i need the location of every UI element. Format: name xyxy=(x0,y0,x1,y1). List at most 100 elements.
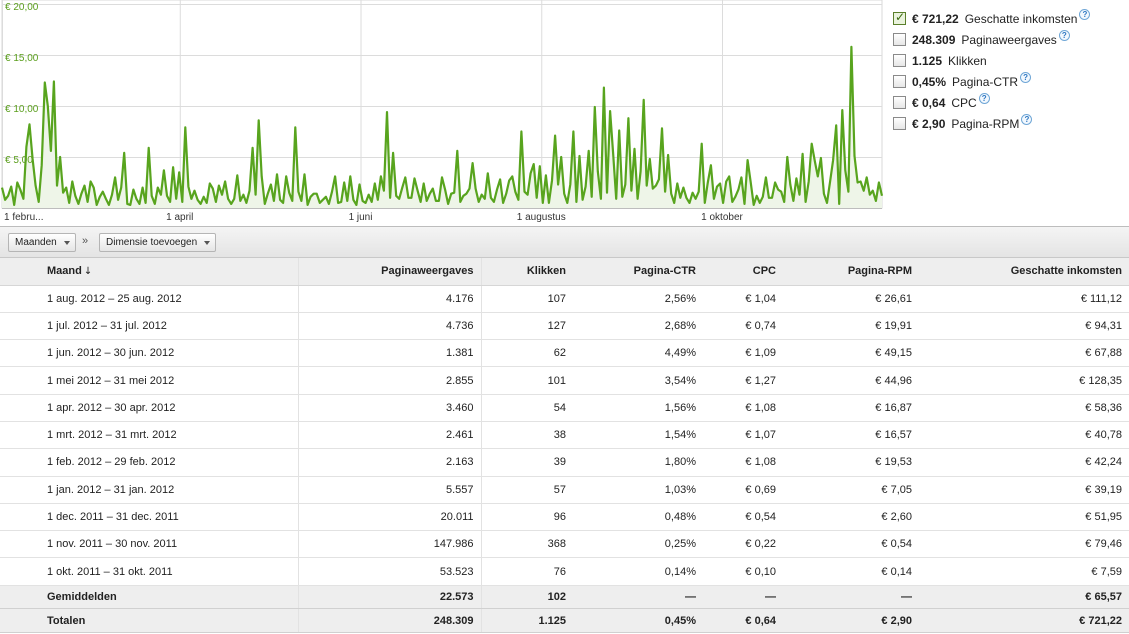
table-cell: 1 jan. 2012 – 31 jan. 2012 xyxy=(0,476,299,504)
metric-clicks[interactable]: 1.125 Klikken xyxy=(885,50,1129,71)
table-cell: — xyxy=(703,585,783,610)
table-cell: € 49,15 xyxy=(783,339,919,368)
table-cell: € 44,96 xyxy=(783,366,919,395)
table-cell: € 67,88 xyxy=(919,339,1129,368)
table-cell: € 94,31 xyxy=(919,312,1129,341)
period-dropdown[interactable]: Maanden xyxy=(8,233,76,252)
table-cell: 5.557 xyxy=(298,476,482,504)
table-cell: € 1,08 xyxy=(703,448,783,477)
table-cell: 1 aug. 2012 – 25 aug. 2012 xyxy=(0,285,299,313)
table-cell: 248.309 xyxy=(298,608,482,633)
column-header-page-ctr[interactable]: Pagina-CTR xyxy=(573,258,703,286)
table-row: 1 jul. 2012 – 31 jul. 2012 4.736 127 2,68% €… xyxy=(0,312,1129,341)
metric-pageviews[interactable]: 248.309 Paginaweergaves ? xyxy=(885,29,1129,50)
table-cell: 1 apr. 2012 – 30 apr. 2012 xyxy=(0,394,299,422)
table-cell: Gemiddelden xyxy=(0,585,299,610)
table-cell: 38 xyxy=(481,421,573,450)
metric-label: CPC xyxy=(951,95,977,110)
metric-page-ctr[interactable]: 0,45% Pagina-CTR ? xyxy=(885,71,1129,92)
metric-checkbox[interactable] xyxy=(893,10,906,25)
column-header-clicks[interactable]: Klikken xyxy=(481,258,573,286)
table-cell: 0,14% xyxy=(573,557,703,586)
table-row: 1 dec. 2011 – 31 dec. 2011 20.011 96 0,48% €… xyxy=(0,503,1129,532)
x-tick-label: 1 augustus xyxy=(517,212,566,223)
metric-cpc[interactable]: € 0,64 CPC ? xyxy=(885,92,1129,113)
table-cell: € 79,46 xyxy=(919,530,1129,559)
table-cell: € 111,12 xyxy=(919,285,1129,313)
report-toolbar: Maanden » Dimensie toevoegen xyxy=(0,226,1129,258)
y-tick-label: € 10,00 xyxy=(5,104,39,115)
table-cell: 102 xyxy=(481,585,573,610)
chevron-down-icon xyxy=(204,241,211,245)
add-dimension-label: Dimensie toevoegen xyxy=(106,237,198,248)
chevron-down-icon xyxy=(63,241,70,245)
table-cell: 39 xyxy=(481,448,573,477)
table-cell: € 1,08 xyxy=(703,394,783,422)
metric-value: € 0,64 xyxy=(912,95,946,110)
table-cell: 3,54% xyxy=(573,366,703,395)
table-cell: 1.381 xyxy=(298,339,482,368)
table-cell: 101 xyxy=(481,366,573,395)
table-cell: € 128,35 xyxy=(919,366,1129,395)
table-cell: 3.460 xyxy=(298,394,482,422)
metric-checkbox[interactable] xyxy=(893,54,906,67)
table-cell: 1.125 xyxy=(481,608,573,633)
table-cell: 147.986 xyxy=(298,530,482,559)
table-cell: 2.461 xyxy=(298,421,482,450)
table-cell: 76 xyxy=(481,557,573,586)
table-cell: 4.176 xyxy=(298,285,482,313)
x-tick-label: 1 oktober xyxy=(701,212,743,223)
metric-checkbox[interactable] xyxy=(893,96,906,109)
column-header-page-rpm[interactable]: Pagina-RPM xyxy=(783,258,919,286)
table-cell: € 1,27 xyxy=(703,366,783,395)
help-icon[interactable]: ? xyxy=(1021,114,1033,125)
table-cell: 127 xyxy=(481,312,573,341)
chart-labels: € 5,00 € 10,00 € 15,00 € 20,00 1 febru... 1 a… xyxy=(4,2,744,223)
metric-value: 1.125 xyxy=(912,53,943,68)
help-icon[interactable]: ? xyxy=(1020,72,1032,83)
table-cell: € 16,57 xyxy=(783,421,919,450)
help-icon[interactable]: ? xyxy=(1079,9,1091,20)
earnings-chart-svg: € 5,00 € 10,00 € 15,00 € 20,00 1 febru... 1 a… xyxy=(0,0,884,223)
table-cell: € 0,22 xyxy=(703,530,783,559)
column-header-pageviews[interactable]: Paginaweergaves xyxy=(298,258,482,286)
add-dimension-dropdown[interactable]: Dimensie toevoegen xyxy=(99,233,217,252)
metric-label: Pagina-RPM xyxy=(951,116,1020,131)
metric-checkbox[interactable] xyxy=(893,117,906,130)
table-cell: 2.855 xyxy=(298,366,482,395)
table-cell: — xyxy=(783,585,919,610)
metric-checkbox[interactable] xyxy=(893,75,906,88)
column-header-cpc[interactable]: CPC xyxy=(703,258,783,286)
column-header-estimated-earnings[interactable]: Geschatte inkomsten xyxy=(919,258,1129,286)
table-cell: 1 mrt. 2012 – 31 mrt. 2012 xyxy=(0,421,299,450)
metric-checkbox[interactable] xyxy=(893,33,906,46)
table-cell: 2.163 xyxy=(298,448,482,477)
table-cell: € 26,61 xyxy=(783,285,919,313)
help-icon[interactable]: ? xyxy=(978,93,990,104)
table-row: 1 apr. 2012 – 30 apr. 2012 3.460 54 1,56% € … xyxy=(0,394,1129,422)
table-cell: 57 xyxy=(481,476,573,504)
metric-value: 248.309 xyxy=(912,32,956,47)
metric-value: 0,45% xyxy=(912,74,947,89)
table-cell: 1,03% xyxy=(573,476,703,504)
table-row: 1 okt. 2011 – 31 okt. 2011 53.523 76 0,14% €… xyxy=(0,557,1129,586)
table-cell: 1,56% xyxy=(573,394,703,422)
table-cell: 1 feb. 2012 – 29 feb. 2012 xyxy=(0,448,299,477)
metric-value: € 721,22 xyxy=(912,11,959,26)
table-cell: € 0,14 xyxy=(783,557,919,586)
table-cell: € 40,78 xyxy=(919,421,1129,450)
table-row: 1 aug. 2012 – 25 aug. 2012 4.176 107 2,56% €… xyxy=(0,285,1129,313)
table-cell: 4,49% xyxy=(573,339,703,368)
column-header-month[interactable]: Maand ↓ xyxy=(0,258,299,286)
metric-value: € 2,90 xyxy=(912,116,946,131)
metric-label: Klikken xyxy=(948,53,987,68)
metric-estimated-earnings[interactable]: € 721,22 Geschatte inkomsten ? xyxy=(885,8,1129,29)
table-cell: 1 mei 2012 – 31 mei 2012 xyxy=(0,366,299,395)
table-cell: € 1,04 xyxy=(703,285,783,313)
table-cell: € 19,91 xyxy=(783,312,919,341)
metric-page-rpm[interactable]: € 2,90 Pagina-RPM ? xyxy=(885,113,1129,134)
table-cell: € 19,53 xyxy=(783,448,919,477)
help-icon[interactable]: ? xyxy=(1058,30,1070,41)
table-cell: € 7,59 xyxy=(919,557,1129,586)
x-tick-label: 1 juni xyxy=(349,212,373,223)
